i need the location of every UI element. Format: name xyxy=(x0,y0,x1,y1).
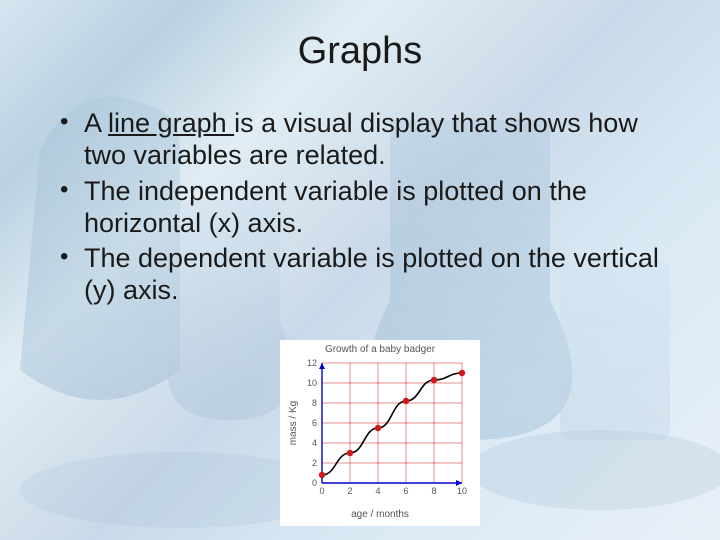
bullet-rest: The dependent variable is plotted on the… xyxy=(84,243,659,305)
chart-xlabel: age / months xyxy=(284,509,476,520)
bullet-key-term: line graph xyxy=(108,108,234,138)
embedded-chart: Growth of a baby badger 0 2 4 6 8 10 0 2 4 6 8 10 12… xyxy=(280,340,480,526)
svg-text:2: 2 xyxy=(347,486,352,496)
slide-content: Graphs A line graph is a visual display … xyxy=(0,0,720,540)
svg-text:10: 10 xyxy=(307,378,317,388)
svg-text:10: 10 xyxy=(457,486,467,496)
bullet-item: The dependent variable is plotted on the… xyxy=(60,243,680,307)
svg-text:2: 2 xyxy=(312,458,317,468)
svg-text:6: 6 xyxy=(312,418,317,428)
svg-text:4: 4 xyxy=(375,486,380,496)
svg-text:4: 4 xyxy=(312,438,317,448)
svg-text:0: 0 xyxy=(312,478,317,488)
svg-text:6: 6 xyxy=(403,486,408,496)
bullet-list: A line graph is a visual display that sh… xyxy=(40,108,680,307)
svg-text:12: 12 xyxy=(307,358,317,368)
bullet-rest: The independent variable is plotted on t… xyxy=(84,176,587,238)
chart-plot-area: 0 2 4 6 8 10 0 2 4 6 8 10 12 mass / Kg xyxy=(284,357,476,507)
svg-text:8: 8 xyxy=(431,486,436,496)
bullet-item: A line graph is a visual display that sh… xyxy=(60,108,680,172)
chart-title: Growth of a baby badger xyxy=(284,344,476,355)
svg-text:8: 8 xyxy=(312,398,317,408)
bullet-item: The independent variable is plotted on t… xyxy=(60,176,680,240)
svg-text:mass / Kg: mass / Kg xyxy=(288,401,299,445)
svg-text:0: 0 xyxy=(319,486,324,496)
slide-title: Graphs xyxy=(40,30,680,73)
bullet-prefix: A xyxy=(84,108,108,138)
